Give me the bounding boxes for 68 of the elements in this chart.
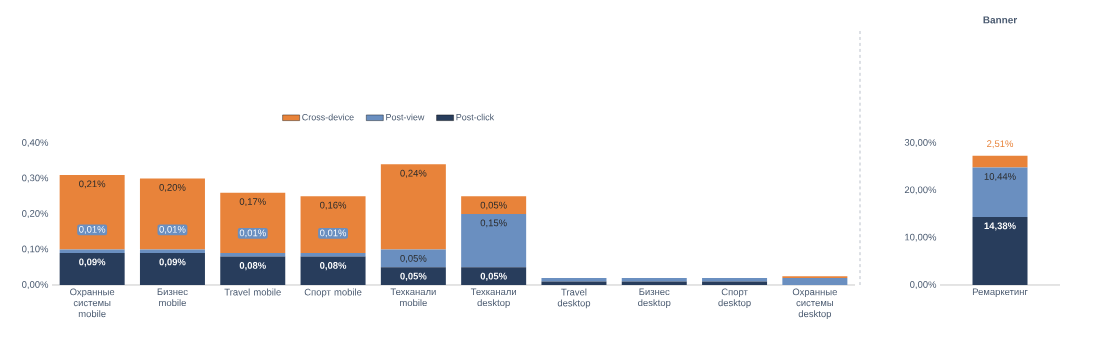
y-tick-label: 0,20% [22, 210, 49, 218]
x-tick-label: Техканали mobile [390, 288, 436, 307]
data-label: 0,21% [79, 180, 106, 189]
y-tick-label: 30,00% [904, 139, 937, 147]
data-label: 0,15% [480, 219, 507, 228]
x-tick-label: Охранные системы desktop [792, 288, 837, 320]
legend-label: Post-click [456, 113, 495, 121]
data-label: 0,01% [79, 225, 106, 234]
bar [300, 196, 366, 254]
y-tick-label: 0,40% [22, 139, 49, 147]
bar [220, 192, 286, 254]
x-tick-label: Ремаркетинг [972, 288, 1028, 297]
x-tick-label: Бизнес mobile [157, 288, 188, 307]
y-tick-label: 0,10% [22, 245, 49, 254]
data-label: 0,16% [320, 201, 347, 210]
bar [621, 281, 687, 285]
bar [380, 164, 446, 250]
bar [461, 214, 527, 268]
x-tick-label: Охранные системы mobile [70, 288, 115, 318]
legend-label: Post-view [386, 113, 425, 121]
data-label: 14,38% [984, 222, 1016, 231]
chart-title: Banner [983, 16, 1018, 24]
y-tick-label: 0,00% [910, 281, 937, 289]
bar [139, 253, 205, 285]
data-label: 0,24% [400, 169, 427, 178]
bar [461, 196, 527, 214]
data-label: 0,05% [400, 255, 427, 263]
bar [220, 253, 286, 257]
data-label: 0,08% [320, 262, 347, 271]
data-label: 0,09% [79, 258, 106, 267]
bar [59, 253, 125, 285]
data-label: 0,20% [159, 184, 186, 192]
bar [220, 256, 286, 285]
data-label: 0,17% [239, 198, 266, 207]
data-label: 0,01% [320, 229, 347, 238]
bar [702, 281, 768, 285]
y-tick-label: 10,00% [905, 233, 937, 242]
legend-label: Cross-device [302, 113, 354, 121]
x-tick-label: Travel desktop [557, 288, 591, 309]
data-label: 2,51% [987, 140, 1014, 149]
bar [972, 167, 1028, 217]
data-label: 0,05% [480, 272, 507, 281]
data-label: 0,01% [159, 225, 186, 234]
y-tick-label: 20,00% [904, 186, 937, 195]
bar [300, 256, 366, 285]
data-label: 0,01% [239, 229, 266, 238]
bar [782, 277, 848, 285]
x-tick-label: Техканали desktop [470, 288, 516, 308]
bar [139, 178, 205, 250]
bar [380, 249, 446, 268]
y-tick-label: 0,00% [22, 281, 49, 289]
x-tick-label: Спорт desktop [718, 288, 751, 309]
bar [541, 281, 607, 285]
x-tick-label: Спорт mobile [304, 288, 362, 298]
bar [972, 155, 1028, 168]
data-label: 0,09% [159, 258, 186, 267]
y-tick-label: 0,30% [22, 174, 49, 183]
data-label: 10,44% [984, 173, 1016, 181]
bar [972, 216, 1028, 285]
bar [300, 253, 366, 257]
bar [59, 174, 125, 250]
data-label: 0,08% [239, 262, 266, 271]
x-tick-label: Бизнес desktop [638, 288, 671, 308]
data-label: 0,05% [480, 201, 507, 210]
data-label: 0,05% [400, 272, 427, 281]
bar [380, 267, 446, 285]
x-tick-label: Travel mobile [224, 288, 281, 296]
bar [461, 267, 527, 285]
